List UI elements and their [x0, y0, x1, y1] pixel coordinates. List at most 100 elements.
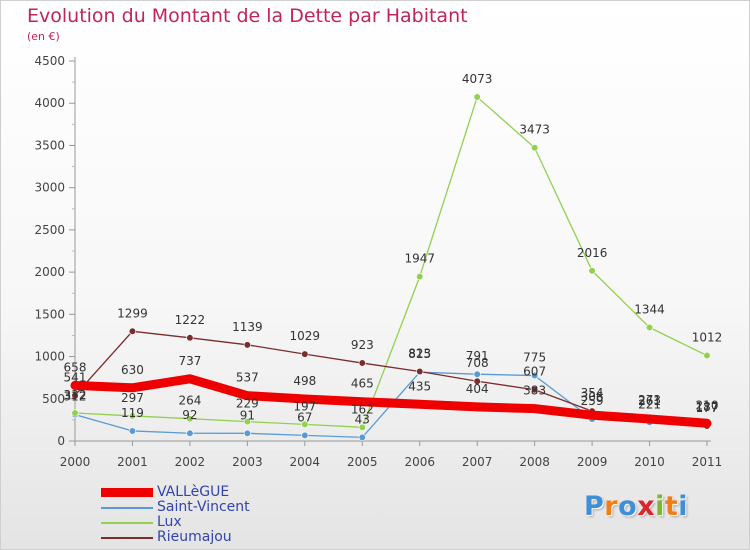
- data-label: 923: [351, 338, 374, 352]
- data-label: 119: [121, 406, 144, 420]
- data-label: 2016: [577, 246, 608, 260]
- data-label: 815: [408, 347, 431, 361]
- data-label: 92: [182, 408, 197, 422]
- data-point: [71, 391, 79, 399]
- data-label: 312: [64, 390, 87, 404]
- legend-swatch: [101, 537, 153, 539]
- data-label: 4073: [462, 72, 493, 86]
- data-label: 1029: [290, 329, 321, 343]
- legend-label: Saint-Vincent: [157, 499, 250, 515]
- data-label: 1344: [634, 303, 665, 317]
- data-point: [128, 412, 137, 420]
- data-label: 498: [293, 374, 316, 388]
- data-point: [243, 341, 251, 349]
- data-label: 775: [523, 351, 546, 365]
- data-point: [473, 370, 481, 378]
- data-point: [473, 93, 481, 101]
- x-tick-label: 2010: [634, 455, 665, 469]
- legend-swatch: [101, 522, 153, 524]
- data-point: [71, 409, 79, 417]
- series-line-0: [70, 374, 712, 428]
- logo-letter: x: [637, 491, 656, 522]
- data-label: 658: [64, 360, 87, 374]
- data-label: 297: [121, 391, 144, 405]
- y-tick-label: 2000: [34, 265, 65, 279]
- data-point: [301, 420, 309, 428]
- data-point: [531, 371, 539, 380]
- data-point: [531, 386, 539, 394]
- logo-letter: i: [678, 491, 689, 522]
- data-label: 541: [64, 370, 87, 384]
- data-label: 435: [408, 379, 431, 393]
- data-label: 1947: [404, 252, 435, 266]
- data-label: 197: [293, 399, 316, 413]
- data-point: [243, 418, 251, 426]
- y-tick-label: 2500: [34, 223, 65, 237]
- data-point: [186, 415, 194, 423]
- y-tick-label: 4000: [34, 96, 65, 110]
- data-label: 91: [240, 408, 255, 422]
- x-tick-label: 2004: [290, 455, 321, 469]
- data-point: [531, 144, 539, 152]
- data-label: 630: [121, 363, 144, 377]
- data-label: 1222: [175, 313, 206, 327]
- data-point: [416, 367, 424, 376]
- legend-label: Lux: [157, 514, 182, 530]
- data-point: [128, 327, 137, 335]
- data-label: 177: [696, 401, 719, 415]
- legend-swatch: [101, 488, 153, 497]
- x-tick-label: 2001: [117, 455, 148, 469]
- logo-letter: i: [655, 491, 665, 522]
- logo-letter: P: [584, 491, 605, 522]
- data-label: 737: [178, 354, 201, 368]
- x-tick-label: 2011: [692, 455, 723, 469]
- x-tick-label: 2007: [462, 455, 493, 469]
- data-label: 465: [351, 377, 374, 391]
- logo-letter: o: [618, 491, 638, 522]
- data-label: 261: [638, 394, 661, 408]
- data-label: 404: [466, 382, 489, 396]
- data-point: [645, 323, 654, 332]
- data-label: 708: [466, 356, 489, 370]
- legend-label: VALLèGUE: [157, 484, 230, 500]
- data-point: [186, 334, 194, 342]
- data-point: [703, 351, 711, 360]
- y-tick-label: 1000: [34, 350, 65, 364]
- data-label: 273: [638, 393, 661, 407]
- data-label: 162: [351, 402, 374, 416]
- data-point: [301, 431, 309, 439]
- data-point: [358, 423, 366, 431]
- data-label: 823: [408, 347, 431, 361]
- y-tick-label: 3500: [34, 138, 65, 152]
- data-point: [128, 427, 137, 435]
- data-label: 210: [696, 398, 719, 412]
- y-tick-label: 1500: [34, 307, 65, 321]
- legend-label: Rieumajou: [157, 529, 232, 545]
- y-tick-label: 500: [42, 392, 65, 406]
- data-point: [358, 359, 366, 367]
- data-label: 43: [355, 412, 370, 426]
- data-label: 1139: [232, 320, 263, 334]
- data-point: [588, 267, 596, 275]
- y-tick-label: 3000: [34, 181, 65, 195]
- data-label: 259: [581, 394, 604, 408]
- x-tick-label: 2009: [577, 455, 608, 469]
- data-label: 332: [64, 388, 87, 402]
- data-label: 67: [297, 410, 312, 424]
- data-label: 187: [696, 400, 719, 414]
- y-tick-label: 0: [57, 434, 65, 448]
- data-point: [243, 429, 251, 437]
- data-label: 354: [581, 386, 604, 400]
- data-point: [186, 429, 194, 437]
- data-label: 264: [178, 394, 201, 408]
- data-label: 1299: [117, 306, 148, 320]
- data-label: 1012: [692, 331, 723, 345]
- chart-subtitle: (en €): [27, 30, 60, 43]
- data-label: 3473: [519, 123, 550, 137]
- data-label: 221: [638, 397, 661, 411]
- x-tick-label: 2000: [60, 455, 91, 469]
- logo-letter: r: [604, 491, 619, 522]
- data-label: 537: [236, 371, 259, 385]
